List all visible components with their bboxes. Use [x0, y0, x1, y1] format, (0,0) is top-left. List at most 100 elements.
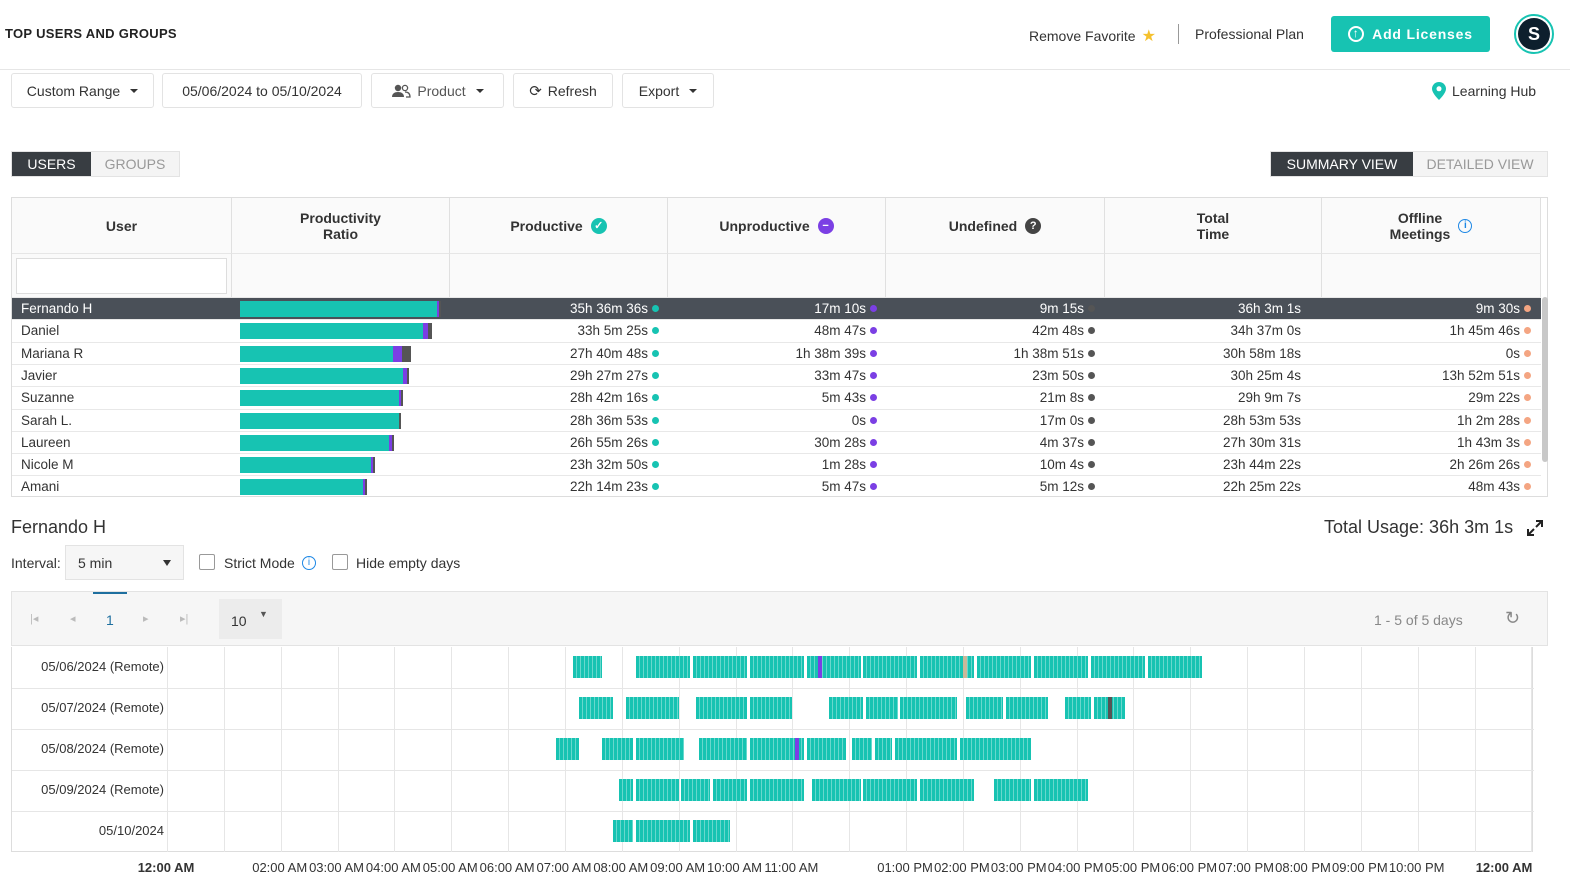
activity-block[interactable] — [1033, 779, 1088, 801]
column-header-unproductive[interactable]: Unproductive − — [668, 198, 886, 253]
activity-block[interactable] — [695, 697, 747, 719]
activity-block[interactable] — [618, 779, 634, 801]
hide-empty-days-checkbox[interactable] — [332, 554, 348, 570]
info-icon[interactable]: i — [302, 556, 316, 570]
activity-marker[interactable] — [1107, 697, 1112, 719]
activity-block[interactable] — [636, 656, 690, 678]
column-header-ratio[interactable]: Productivity Ratio — [232, 198, 450, 253]
undefined-time: 42m 48s — [1032, 323, 1095, 338]
productive-time-value: 28h 36m 53s — [569, 412, 648, 428]
table-row[interactable]: Mariana R 27h 40m 48s 1h 38m 39s 1h 38m 51s… — [12, 341, 1541, 364]
activity-block[interactable] — [1147, 656, 1202, 678]
column-header-undefined[interactable]: Undefined? — [886, 198, 1105, 253]
activity-marker[interactable] — [817, 656, 822, 678]
activity-block[interactable] — [601, 738, 634, 760]
table-row[interactable]: Amani 22h 14m 23s 5m 47s 5m 12s 22h 25m 22s 4… — [12, 475, 1541, 497]
learning-hub-link[interactable]: Learning Hub — [1432, 82, 1536, 100]
table-row[interactable]: Javier 29h 27m 27s 33m 47s 23m 50s 30h 25m 4… — [12, 363, 1541, 386]
activity-block[interactable] — [1065, 697, 1091, 719]
activity-block[interactable] — [920, 656, 975, 678]
tab-groups[interactable]: GROUPS — [91, 152, 179, 176]
activity-block[interactable] — [977, 656, 1032, 678]
interval-select[interactable]: 5 min — [65, 545, 184, 580]
table-row[interactable]: Suzanne 28h 42m 16s 5m 43s 21m 8s 29h 9m 7s 2… — [12, 386, 1541, 408]
table-row[interactable]: Fernando H 35h 36m 36s 17m 10s 9m 15s 36h 3m… — [12, 297, 1541, 319]
user-filter-input[interactable] — [16, 258, 227, 294]
activity-block[interactable] — [698, 738, 747, 760]
first-page-icon[interactable]: |◂ — [30, 613, 39, 625]
offline-dot — [1524, 327, 1531, 335]
activity-block[interactable] — [1005, 697, 1049, 719]
product-dropdown[interactable]: Product — [371, 73, 504, 108]
next-page-icon[interactable]: ▸ — [143, 613, 149, 625]
activity-block[interactable] — [749, 779, 804, 801]
activity-block[interactable] — [965, 697, 1003, 719]
table-scrollbar[interactable] — [1542, 297, 1548, 462]
table-row[interactable]: Sarah L. 28h 36m 53s 0s 17m 0s 28h 53m 53s 1h… — [12, 408, 1541, 431]
activity-block[interactable] — [866, 697, 898, 719]
unproductive-time-value: 0s — [851, 412, 866, 428]
activity-block[interactable] — [874, 738, 892, 760]
page-size-select[interactable]: 10 ▼ — [219, 599, 282, 639]
tab-users[interactable]: USERS — [12, 152, 91, 176]
refresh-button[interactable]: ⟳ Refresh — [513, 73, 613, 108]
table-row[interactable]: Nicole M 23h 32m 50s 1m 28s 10m 4s 23h 44m 2… — [12, 453, 1541, 475]
activity-block[interactable] — [749, 697, 793, 719]
info-icon[interactable]: i — [1458, 218, 1473, 233]
activity-block[interactable] — [636, 820, 690, 842]
activity-block[interactable] — [894, 738, 958, 760]
activity-block[interactable] — [852, 738, 872, 760]
offline-dot — [1524, 371, 1531, 379]
activity-block[interactable] — [812, 779, 861, 801]
activity-block[interactable] — [1090, 656, 1145, 678]
reload-icon[interactable]: ↻ — [1505, 608, 1521, 628]
plan-label[interactable]: Professional Plan — [1195, 26, 1304, 42]
activity-block[interactable] — [863, 779, 918, 801]
date-range-picker[interactable]: 05/06/2024 to 05/10/2024 — [162, 73, 362, 108]
activity-block[interactable] — [960, 738, 1032, 760]
export-dropdown[interactable]: Export — [622, 73, 714, 108]
activity-marker[interactable] — [962, 656, 967, 678]
strict-mode-checkbox[interactable] — [199, 554, 215, 570]
activity-block[interactable] — [692, 820, 730, 842]
activity-block[interactable] — [626, 697, 679, 719]
activity-block[interactable] — [573, 656, 602, 678]
activity-block[interactable] — [579, 697, 614, 719]
activity-block[interactable] — [556, 738, 580, 760]
tab-summary-view[interactable]: SUMMARY VIEW — [1271, 152, 1413, 176]
activity-block[interactable] — [994, 779, 1032, 801]
expand-icon[interactable] — [1526, 519, 1544, 537]
activity-block[interactable] — [863, 656, 918, 678]
remove-favorite-link[interactable]: Remove Favorite ★ — [1029, 26, 1156, 46]
column-header-user[interactable]: User — [12, 198, 232, 253]
add-licenses-button[interactable]: ↑ Add Licenses — [1331, 16, 1490, 52]
activity-block[interactable] — [749, 738, 804, 760]
activity-block[interactable] — [1033, 656, 1088, 678]
activity-block[interactable] — [692, 656, 747, 678]
avatar[interactable]: S — [1514, 14, 1554, 54]
activity-block[interactable] — [920, 779, 975, 801]
activity-block[interactable] — [712, 779, 747, 801]
column-header-total[interactable]: Total Time — [1105, 198, 1322, 253]
column-header-offline[interactable]: Offline Meetings i — [1322, 198, 1541, 253]
prev-page-icon[interactable]: ◂ — [70, 613, 76, 625]
activity-block[interactable] — [681, 779, 710, 801]
activity-block[interactable] — [636, 779, 679, 801]
activity-block[interactable] — [636, 738, 685, 760]
activity-block[interactable] — [806, 656, 861, 678]
activity-block[interactable] — [806, 738, 847, 760]
table-row[interactable]: Laureen 26h 55m 26s 30m 28s 4m 37s 27h 30m 3… — [12, 430, 1541, 453]
column-header-productive[interactable]: Productive ✓ — [450, 198, 668, 253]
activity-block[interactable] — [613, 820, 634, 842]
activity-marker[interactable] — [795, 738, 800, 760]
page-number-1[interactable]: 1 — [106, 612, 114, 628]
activity-block[interactable] — [900, 697, 958, 719]
bar-productive — [240, 301, 438, 317]
custom-range-dropdown[interactable]: Custom Range — [11, 73, 154, 108]
filter-cell — [668, 253, 886, 297]
activity-block[interactable] — [749, 656, 804, 678]
table-row[interactable]: Daniel 33h 5m 25s 48m 47s 42m 48s 34h 37m 0s… — [12, 319, 1541, 341]
activity-block[interactable] — [829, 697, 864, 719]
tab-detailed-view[interactable]: DETAILED VIEW — [1413, 152, 1547, 176]
last-page-icon[interactable]: ▸| — [180, 613, 189, 625]
